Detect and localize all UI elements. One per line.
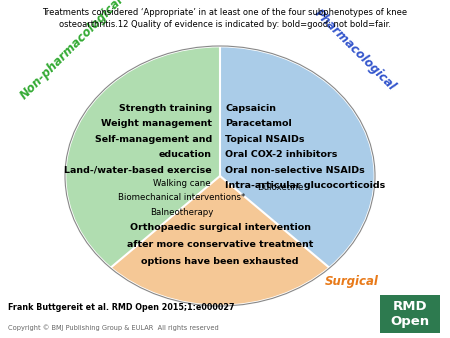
Text: Land-/water-based exercise: Land-/water-based exercise xyxy=(64,166,212,174)
Text: Surgical: Surgical xyxy=(325,274,379,288)
Text: Strength training: Strength training xyxy=(119,103,212,113)
Text: options have been exhausted: options have been exhausted xyxy=(141,257,299,266)
Text: Pharmacological: Pharmacological xyxy=(312,7,398,93)
Text: Topical NSAIDs: Topical NSAIDs xyxy=(225,135,305,144)
Text: RMD
Open: RMD Open xyxy=(391,300,430,328)
FancyBboxPatch shape xyxy=(380,295,440,333)
Text: Biomechanical interventions*: Biomechanical interventions* xyxy=(118,193,246,202)
Text: Duloxetine: Duloxetine xyxy=(257,184,303,193)
Polygon shape xyxy=(110,176,329,306)
Text: Copyright © BMJ Publishing Group & EULAR  All rights reserved: Copyright © BMJ Publishing Group & EULAR… xyxy=(8,325,219,331)
Polygon shape xyxy=(220,46,375,268)
Text: Frank Buttgereit et al. RMD Open 2015;1:e000027: Frank Buttgereit et al. RMD Open 2015;1:… xyxy=(8,304,234,313)
Text: Orthopaedic surgical intervention: Orthopaedic surgical intervention xyxy=(130,223,310,233)
Polygon shape xyxy=(65,46,220,268)
Text: Paracetamol: Paracetamol xyxy=(225,119,292,128)
Text: Walking cane: Walking cane xyxy=(153,178,211,188)
Text: Treatments considered ‘Appropriate’ in at least one of the four subphenotypes of: Treatments considered ‘Appropriate’ in a… xyxy=(42,8,408,17)
Text: Weight management: Weight management xyxy=(101,119,212,128)
Text: Intra-articular glucocorticoids: Intra-articular glucocorticoids xyxy=(225,181,385,190)
Text: education: education xyxy=(159,150,212,159)
Text: Oral non-selective NSAIDs: Oral non-selective NSAIDs xyxy=(225,166,365,174)
Text: after more conservative treatment: after more conservative treatment xyxy=(127,240,313,249)
Text: Self-management and: Self-management and xyxy=(95,135,212,144)
Text: Non-pharmacological: Non-pharmacological xyxy=(18,0,126,102)
Text: Oral COX-2 inhibitors: Oral COX-2 inhibitors xyxy=(225,150,338,159)
Text: Capsaicin: Capsaicin xyxy=(225,103,276,113)
Text: osteoarthritis.12 Quality of evidence is indicated by: bold=good; not bold=fair.: osteoarthritis.12 Quality of evidence is… xyxy=(59,20,391,29)
Text: Balneotherapy: Balneotherapy xyxy=(150,208,214,217)
